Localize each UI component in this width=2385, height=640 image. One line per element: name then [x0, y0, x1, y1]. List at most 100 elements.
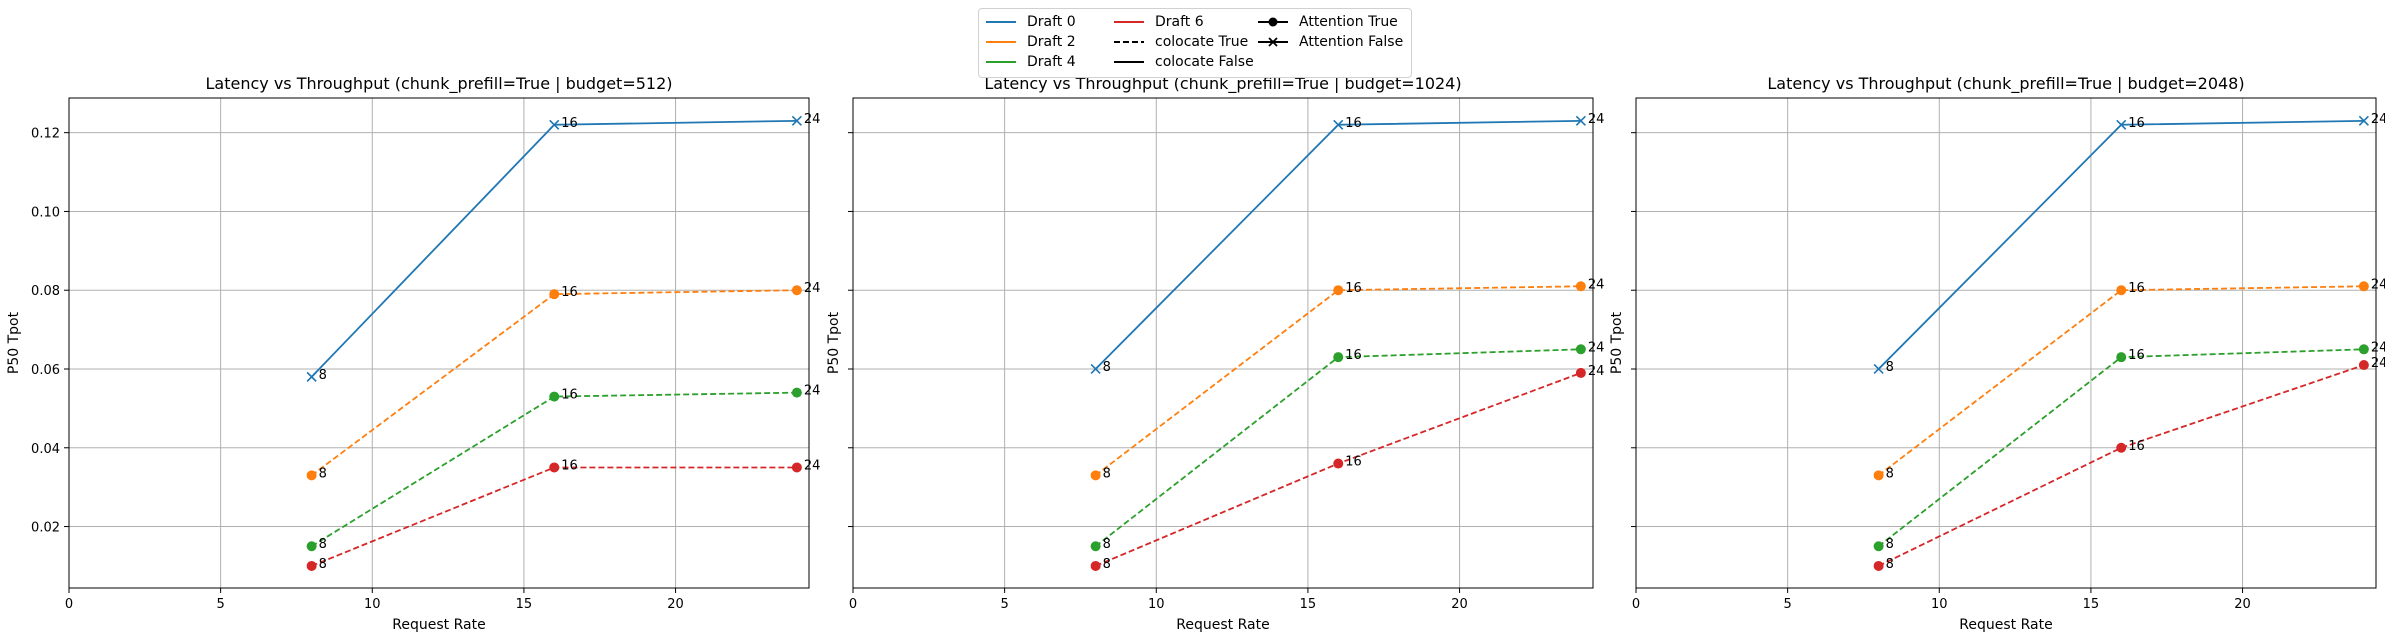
series-line	[1877, 119, 2364, 370]
legend-entry-draft-2: Draft 2	[985, 33, 1076, 51]
data-label: 24	[2371, 277, 2385, 292]
data-label: 16	[2128, 116, 2145, 131]
data-label: 24	[804, 281, 821, 296]
data-label: 8	[319, 466, 327, 481]
data-label: 24	[2371, 340, 2385, 355]
x-tick-label: 5	[216, 597, 224, 612]
data-point-marker	[1090, 470, 1101, 481]
data-point-marker	[1333, 285, 1344, 296]
legend-label: Draft 0	[1027, 14, 1076, 30]
y-tick-label: 0.06	[31, 363, 60, 378]
legend-label: Attention True	[1299, 14, 1398, 30]
chart-legend: Draft 0 Draft 2 Draft 4 Draft 6 colocate…	[978, 8, 1412, 78]
series-line	[311, 466, 797, 567]
chart-panel-1: 0 5 10 15 20 0.02 0.04 0.06 0.08 0.10 0.12 8 16 24 8 16…	[6, 74, 820, 633]
data-label: 8	[1103, 466, 1111, 481]
data-label: 16	[561, 458, 578, 473]
data-point-marker	[306, 541, 317, 552]
data-label: 8	[1103, 557, 1111, 572]
data-label: 8	[319, 557, 327, 572]
series-line	[1094, 119, 1581, 370]
data-label: 16	[561, 388, 578, 403]
data-label: 24	[804, 458, 821, 473]
data-label: 8	[1886, 466, 1894, 481]
legend-swatch	[1114, 21, 1144, 23]
x-tick-label: 5	[1000, 597, 1008, 612]
x-tick-label: 20	[1451, 597, 1468, 612]
data-point-marker	[791, 115, 802, 126]
data-point-marker	[2116, 285, 2127, 296]
series-line	[1095, 285, 1581, 477]
legend-swatch	[986, 21, 1016, 23]
data-label: 16	[2128, 281, 2145, 296]
data-point-marker	[306, 560, 317, 571]
data-point-marker	[1090, 541, 1101, 552]
data-label: 8	[1886, 557, 1894, 572]
legend-swatch	[1258, 17, 1288, 27]
data-label: 24	[1588, 277, 1605, 292]
data-point-marker	[2116, 352, 2127, 363]
legend-entry-attention-true: Attention True	[1257, 13, 1398, 31]
data-point-marker	[2116, 119, 2127, 130]
data-label: 16	[561, 116, 578, 131]
series-line	[311, 391, 797, 548]
legend-swatch	[986, 61, 1016, 63]
data-label: 8	[319, 368, 327, 383]
y-axis-label: P50 Tpot	[826, 311, 842, 374]
x-axis-label: Request Rate	[1176, 617, 1269, 633]
series-line	[1878, 364, 2365, 567]
data-label: 16	[1345, 281, 1362, 296]
data-point-marker	[1575, 367, 1586, 378]
x-tick-label: 10	[1148, 597, 1165, 612]
legend-label: colocate False	[1155, 54, 1254, 70]
data-label: 8	[1103, 360, 1111, 375]
data-label: 16	[561, 285, 578, 300]
data-point-marker	[1333, 458, 1344, 469]
y-tick-label: 0.08	[31, 284, 60, 299]
data-point-marker	[1090, 560, 1101, 571]
data-point-marker	[2116, 442, 2127, 453]
data-label: 24	[1588, 112, 1605, 127]
x-tick-label: 10	[1931, 597, 1948, 612]
data-label: 16	[2128, 348, 2145, 363]
data-point-marker	[2358, 281, 2369, 292]
y-tick-label: 0.02	[31, 521, 60, 536]
data-point-marker	[1873, 363, 1884, 375]
chart-title: Latency vs Throughput (chunk_prefill=Tru…	[205, 74, 672, 94]
data-point-marker	[791, 387, 802, 398]
y-axis-label: P50 Tpot	[6, 311, 22, 374]
y-axis-label: P50 Tpot	[1609, 311, 1625, 374]
data-point-marker	[1575, 115, 1586, 126]
data-point-marker	[1873, 560, 1884, 571]
data-point-marker	[1873, 541, 1884, 552]
data-label: 8	[1886, 360, 1894, 375]
series-line	[1095, 372, 1582, 567]
legend-entry-draft-6: Draft 6	[1113, 13, 1204, 31]
data-point-marker	[1333, 119, 1344, 130]
axes-frame	[1635, 97, 2377, 589]
data-label: 8	[319, 537, 327, 552]
data-point-marker	[1333, 352, 1344, 363]
x-axis-label: Request Rate	[392, 617, 485, 633]
x-tick-label: 0	[849, 597, 857, 612]
data-label: 16	[1345, 116, 1362, 131]
legend-entry-attention-false: Attention False	[1257, 33, 1403, 51]
data-point-marker	[2358, 115, 2369, 126]
data-point-marker	[549, 462, 560, 473]
x-tick-label: 20	[2234, 597, 2251, 612]
x-tick-label: 0	[65, 597, 73, 612]
y-tick-label: 0.10	[31, 205, 60, 220]
x-tick-label: 20	[667, 597, 684, 612]
data-label: 8	[1886, 537, 1894, 552]
data-point-marker	[549, 289, 560, 300]
data-point-marker	[791, 285, 802, 296]
legend-entry-colocate-false: colocate False	[1113, 53, 1254, 71]
axes-frame	[68, 97, 810, 589]
series-line	[310, 119, 797, 378]
data-point-marker	[306, 371, 317, 382]
x-tick-label: 0	[1632, 597, 1640, 612]
data-point-marker	[791, 462, 802, 473]
legend-label: Draft 6	[1155, 14, 1204, 30]
legend-label: Draft 2	[1027, 34, 1076, 50]
